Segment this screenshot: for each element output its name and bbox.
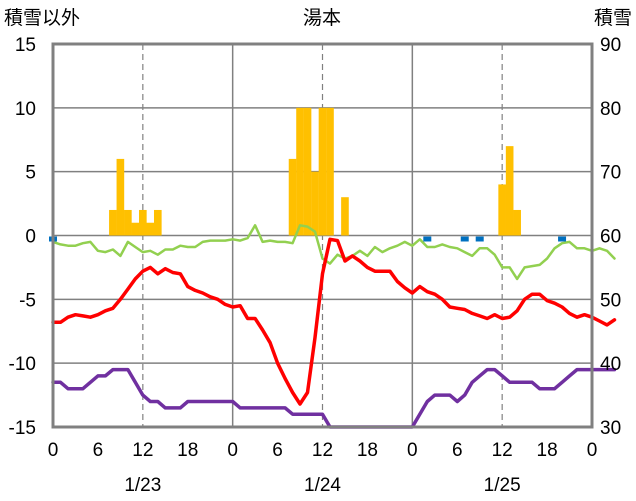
- precip-bar: [296, 107, 304, 236]
- x-hour-tick-label: 6: [93, 440, 104, 461]
- x-hour-tick-label: 12: [312, 440, 333, 461]
- precip-bar: [513, 209, 521, 236]
- precip-bar: [326, 107, 334, 236]
- chart-title: 湯本: [303, 7, 341, 29]
- precip-bar: [498, 184, 506, 236]
- right-tick-label: 60: [600, 227, 621, 248]
- x-hour-tick-label: 0: [587, 440, 598, 461]
- left-tick-label: -15: [9, 418, 36, 439]
- left-tick-label: -5: [19, 290, 36, 311]
- right-tick-label: 90: [600, 35, 621, 56]
- precip-bar: [146, 222, 155, 236]
- x-hour-tick-label: 6: [452, 440, 463, 461]
- precip-bar: [311, 171, 319, 236]
- right-tick-label: 30: [600, 418, 621, 439]
- precip-bar: [139, 209, 147, 236]
- precip-bars: [109, 107, 521, 236]
- x-hour-tick-label: 18: [177, 440, 198, 461]
- x-hour-tick-label: 12: [492, 440, 513, 461]
- plot-frame: [51, 42, 594, 429]
- precip-bar: [153, 209, 162, 236]
- left-tick-label: -10: [9, 354, 36, 375]
- left-tick-label: 15: [15, 35, 36, 56]
- blue-marker: [423, 236, 432, 242]
- x-hour-tick-label: 18: [357, 440, 378, 461]
- right-tick-label: 80: [600, 99, 621, 120]
- x-hour-tick-label: 0: [407, 440, 418, 461]
- x-date-label: 1/23: [124, 475, 161, 496]
- left-tick-label: 0: [25, 227, 36, 248]
- right-axis-label: 積雪: [594, 7, 632, 29]
- green-series-line: [51, 224, 616, 281]
- precip-bar: [109, 209, 117, 236]
- left-axis-label: 積雪以外: [4, 7, 80, 29]
- right-tick-label: 40: [600, 354, 621, 375]
- right-tick-label: 70: [600, 163, 621, 184]
- precip-bar: [505, 146, 514, 236]
- x-hour-tick-label: 6: [272, 440, 283, 461]
- x-date-label: 1/24: [304, 475, 341, 496]
- left-tick-label: 5: [25, 163, 36, 184]
- x-hour-tick-label: 18: [537, 440, 558, 461]
- x-hour-tick-label: 0: [48, 440, 59, 461]
- precip-bar: [131, 222, 140, 236]
- precip-bar: [303, 107, 312, 236]
- left-tick-label: 10: [15, 99, 36, 120]
- x-date-label: 1/25: [484, 475, 521, 496]
- x-hour-tick-label: 0: [227, 440, 238, 461]
- right-tick-label: 50: [600, 290, 621, 311]
- blue-marker: [558, 236, 567, 242]
- x-hour-tick-label: 12: [132, 440, 153, 461]
- precip-bar: [116, 158, 125, 236]
- blue-marker: [460, 236, 469, 242]
- temperature-line: [51, 237, 617, 406]
- precip-bar: [288, 158, 297, 236]
- blue-marker: [475, 236, 484, 242]
- precip-bar: [318, 107, 327, 236]
- precip-bar: [341, 197, 349, 236]
- precip-bar: [124, 209, 132, 236]
